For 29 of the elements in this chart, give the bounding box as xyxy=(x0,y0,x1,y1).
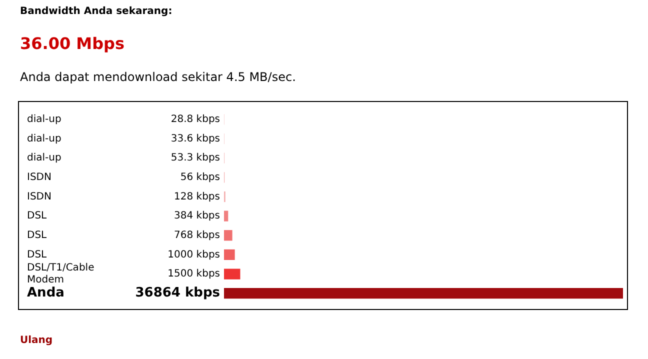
bar xyxy=(224,210,228,222)
bar xyxy=(224,230,232,241)
bar xyxy=(224,288,623,299)
text: Anda dapat mendownload sekitar 4.5 MB/sec. xyxy=(20,70,296,84)
y-tick-label: Anda xyxy=(27,286,64,301)
y-tick-label: dial-up xyxy=(27,133,62,144)
data-label: 28.8 kbps xyxy=(170,114,220,126)
y-tick-label: DSL xyxy=(27,210,48,222)
text: Bandwidth Anda sekarang: xyxy=(20,6,172,17)
data-label: 768 kbps xyxy=(174,230,220,241)
text: Ulang xyxy=(20,335,53,346)
data-label: 1500 kbps xyxy=(168,268,220,280)
data-label: 33.6 kbps xyxy=(170,133,220,144)
data-label: 1000 kbps xyxy=(168,249,220,260)
bar xyxy=(224,268,240,280)
data-label: 36864 kbps xyxy=(135,286,220,301)
y-tick-label: DSL/T1/Cable Modem xyxy=(27,262,94,286)
data-label: 128 kbps xyxy=(174,191,220,202)
y-tick-label: dial-up xyxy=(27,114,62,126)
y-tick-label: DSL xyxy=(27,230,48,241)
bar xyxy=(224,249,235,260)
y-tick-label: DSL xyxy=(27,249,48,260)
text: 36.00 Mbps xyxy=(20,34,125,53)
y-tick-label: ISDN xyxy=(27,172,52,184)
y-tick-label: dial-up xyxy=(27,152,62,164)
data-label: 384 kbps xyxy=(174,210,220,222)
data-label: 56 kbps xyxy=(180,172,220,184)
y-tick-label: ISDN xyxy=(27,191,52,202)
data-label: 53.3 kbps xyxy=(170,152,220,164)
